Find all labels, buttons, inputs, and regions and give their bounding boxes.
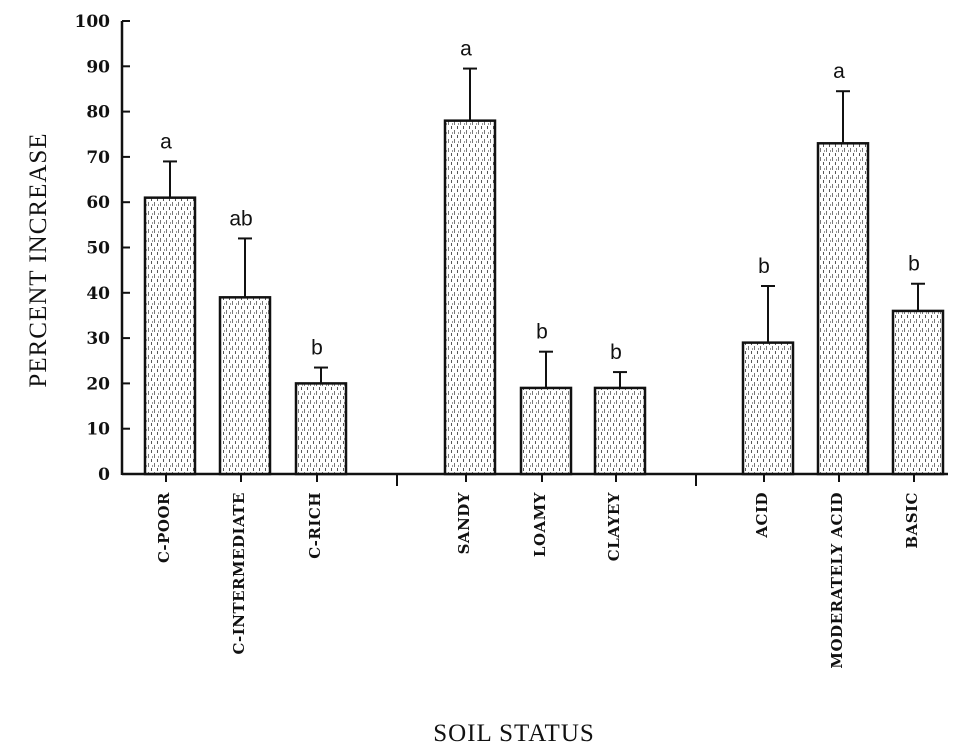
x-tick-label: MODERATELY ACID: [828, 492, 846, 669]
significance-label: b: [758, 255, 770, 278]
bar-c-rich: [294, 382, 348, 476]
y-tick-label: 40: [86, 284, 110, 304]
significance-label: ab: [229, 207, 252, 230]
x-tick-label: SANDY: [455, 492, 473, 554]
y-tick-label: 20: [86, 374, 110, 394]
bar-clayey: [593, 386, 647, 476]
x-tick-label: ACID: [753, 492, 771, 539]
y-tick-label: 100: [75, 12, 111, 32]
bar-moderately-acid: [816, 142, 870, 476]
x-tick-label: C-RICH: [306, 492, 324, 559]
y-tick-label: 10: [86, 420, 110, 440]
bar-sandy: [443, 119, 497, 476]
significance-label: b: [610, 341, 622, 364]
bar-c-poor: [143, 196, 197, 476]
y-axis-title: PERCENT INCREASE: [25, 132, 52, 387]
significance-label: b: [311, 337, 323, 360]
bar-loamy: [519, 386, 573, 476]
x-axis-title: SOIL STATUS: [433, 720, 595, 742]
x-tick-label: C-INTERMEDIATE: [230, 492, 248, 654]
bar-acid: [741, 341, 795, 476]
y-tick-label: 90: [86, 57, 110, 77]
y-tick-label: 60: [86, 193, 110, 213]
significance-label: a: [460, 38, 472, 61]
y-tick-label: 70: [86, 148, 110, 168]
labels: aC-POORabC-INTERMEDIATEbC-RICHaSANDYbLOA…: [155, 38, 921, 669]
x-tick-label: BASIC: [903, 492, 921, 549]
bar-basic: [891, 309, 945, 476]
significance-label: a: [833, 60, 845, 83]
x-tick-label: CLAYEY: [605, 492, 623, 561]
y-tick-label: 80: [86, 103, 110, 123]
bar-c-intermediate: [218, 296, 272, 476]
y-tick-label: 50: [86, 239, 110, 259]
x-tick-label: LOAMY: [531, 492, 549, 557]
x-tick-label: C-POOR: [155, 492, 173, 563]
significance-label: b: [908, 253, 920, 276]
bars: [143, 67, 945, 476]
significance-label: b: [536, 321, 548, 344]
y-tick-label: 0: [98, 465, 110, 485]
y-tick-label: 30: [86, 329, 110, 349]
significance-label: a: [160, 130, 172, 153]
